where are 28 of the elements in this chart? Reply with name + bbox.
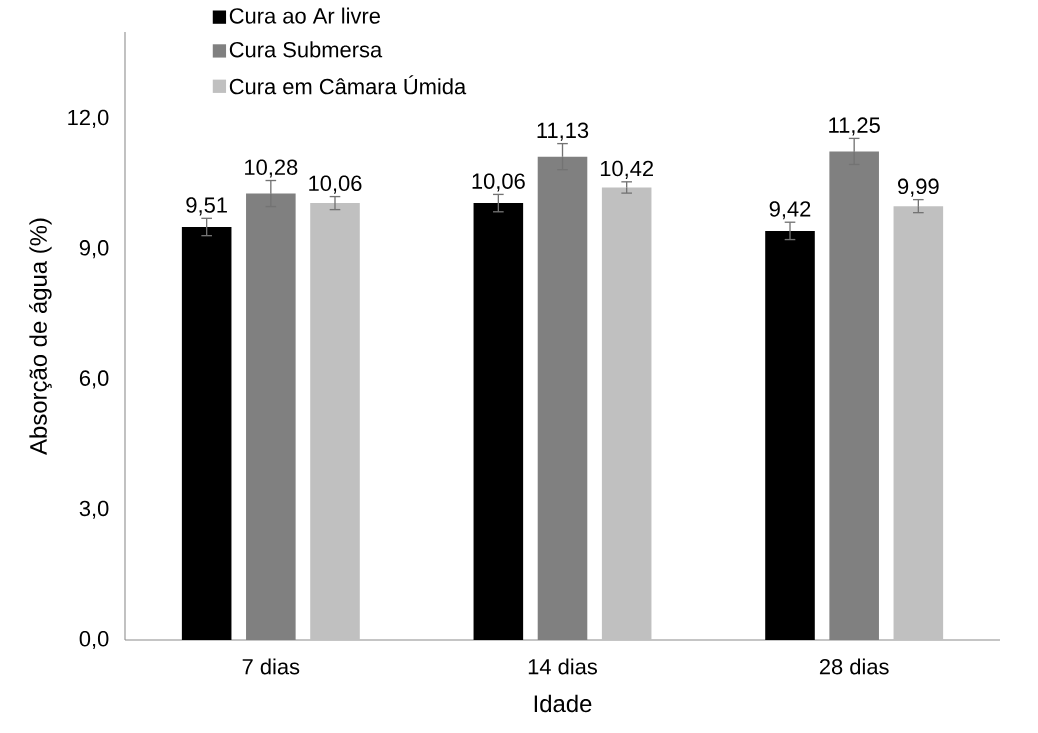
bar [765, 230, 815, 640]
x-tick-label: 7 dias [242, 658, 300, 675]
data-label: 9,51 [186, 197, 227, 216]
y-tick-label: 9,0 [79, 240, 109, 259]
bar [473, 203, 524, 640]
y-tick-label: 12,0 [68, 109, 109, 128]
data-label: 9,42 [769, 201, 811, 220]
bar [601, 187, 652, 640]
data-label: 10,28 [245, 159, 298, 178]
data-label: 10,06 [472, 173, 525, 192]
data-label: 11,25 [829, 117, 880, 136]
bar [181, 226, 232, 640]
legend-label: Cura Submersa [229, 41, 383, 58]
legend-label: Cura em Câmara Úmida [229, 75, 467, 95]
x-axis-title: Idade [534, 694, 592, 713]
data-label: 10,06 [309, 175, 362, 194]
y-tick-label: 3,0 [79, 500, 109, 519]
y-tick-label: 0,0 [79, 630, 109, 650]
data-label: 10,42 [600, 160, 653, 179]
x-tick-label: 14 dias [528, 658, 598, 675]
x-tick-label: 28 dias [819, 658, 889, 675]
data-label: 11,13 [537, 122, 589, 141]
y-axis-title: Absorção de água (%) [29, 218, 52, 455]
y-tick-label: 6,0 [79, 370, 109, 389]
data-label: 9,99 [898, 178, 939, 197]
bar [310, 203, 360, 640]
legend-label: Cura ao Ar livre [229, 7, 380, 24]
bar [893, 206, 944, 640]
